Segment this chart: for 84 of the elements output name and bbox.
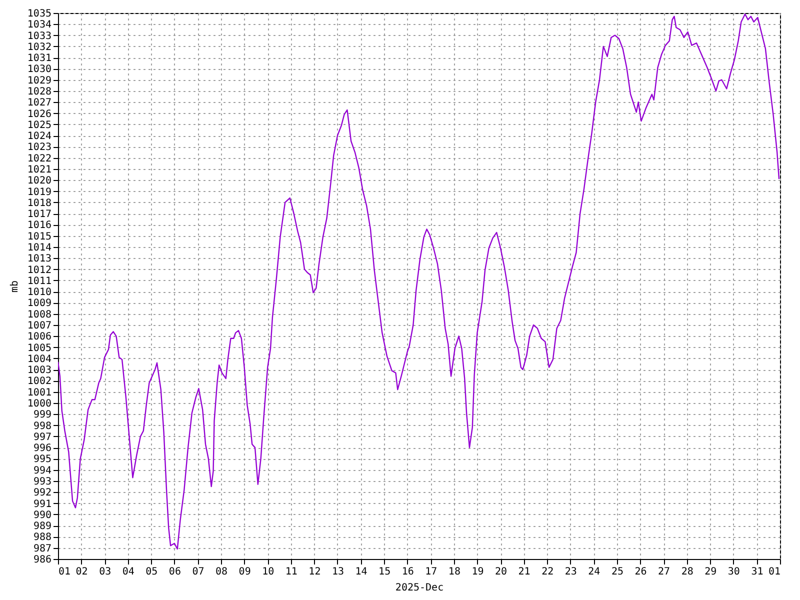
y-tick-label: 993 bbox=[33, 476, 52, 488]
y-tick-label: 1023 bbox=[27, 142, 52, 154]
y-tick-label: 1008 bbox=[27, 309, 52, 320]
y-tick-label: 986 bbox=[33, 554, 52, 566]
x-tick-label: 25 bbox=[611, 566, 624, 578]
y-tick-label: 1015 bbox=[27, 231, 52, 242]
y-tick-label: 994 bbox=[33, 465, 52, 476]
x-tick-label: 05 bbox=[146, 566, 158, 578]
x-tick-label: 10 bbox=[262, 566, 274, 578]
y-tick-label: 1017 bbox=[27, 209, 52, 220]
y-tick-label: 1003 bbox=[27, 365, 52, 376]
y-tick-label: 1031 bbox=[27, 53, 52, 64]
y-tick-label: 1000 bbox=[27, 398, 52, 410]
y-tick-label: 1014 bbox=[27, 242, 52, 254]
y-tick-label: 1024 bbox=[27, 131, 52, 142]
y-tick-label: 1027 bbox=[27, 98, 52, 109]
x-tick-label: 31 bbox=[751, 566, 764, 578]
x-tick-label: 11 bbox=[285, 566, 298, 578]
x-tick-label: 26 bbox=[634, 566, 647, 578]
y-tick-label: 995 bbox=[33, 454, 52, 466]
x-tick-label: 24 bbox=[588, 566, 600, 578]
x-tick-label: 18 bbox=[448, 566, 460, 578]
x-tick-label: 08 bbox=[216, 566, 228, 578]
x-tick-label: 01 bbox=[768, 566, 780, 578]
y-tick-label: 988 bbox=[33, 532, 52, 544]
x-tick-label: 16 bbox=[402, 566, 414, 578]
y-tick-label: 997 bbox=[33, 432, 52, 443]
y-tick-label: 1028 bbox=[27, 86, 52, 98]
x-tick-label: 29 bbox=[704, 566, 717, 578]
x-tick-label: 02 bbox=[76, 566, 88, 578]
y-tick-label: 1013 bbox=[27, 254, 52, 265]
y-tick-label: 991 bbox=[33, 498, 52, 510]
y-axis-title: mb bbox=[9, 280, 20, 293]
x-tick-label: 14 bbox=[355, 566, 368, 578]
y-tick-label: 1032 bbox=[27, 42, 52, 53]
y-tick-label: 1010 bbox=[27, 287, 52, 298]
y-tick-label: 1034 bbox=[27, 20, 52, 31]
y-tick-label: 1005 bbox=[27, 342, 52, 354]
x-tick-label: 27 bbox=[658, 566, 670, 578]
x-tick-label: 28 bbox=[681, 566, 694, 578]
y-tick-label: 1018 bbox=[27, 198, 52, 209]
x-tick-label: 17 bbox=[425, 566, 438, 578]
x-tick-label: 03 bbox=[99, 566, 112, 578]
y-tick-label: 1020 bbox=[27, 176, 52, 187]
x-tick-label: 21 bbox=[518, 566, 530, 578]
y-tick-label: 996 bbox=[33, 443, 52, 454]
y-tick-label: 1002 bbox=[27, 376, 52, 388]
x-tick-label: 15 bbox=[378, 566, 391, 578]
y-tick-label: 1001 bbox=[27, 387, 52, 398]
x-tick-label: 07 bbox=[192, 566, 204, 578]
y-tick-label: 1016 bbox=[27, 220, 52, 232]
x-tick-label: 09 bbox=[238, 566, 251, 578]
y-tick-label: 1030 bbox=[27, 64, 52, 76]
y-tick-label: 987 bbox=[33, 543, 52, 554]
y-tick-label: 992 bbox=[33, 488, 52, 499]
y-tick-label: 1026 bbox=[27, 108, 52, 120]
x-tick-label: 12 bbox=[308, 566, 321, 578]
x-tick-label: 20 bbox=[494, 566, 508, 578]
y-tick-label: 1022 bbox=[27, 153, 52, 164]
x-tick-label: 01 bbox=[58, 566, 71, 578]
x-tick-label: 19 bbox=[472, 566, 484, 578]
y-tick-label: 1004 bbox=[27, 354, 52, 365]
y-tick-label: 1035 bbox=[27, 8, 52, 20]
y-tick-label: 1006 bbox=[27, 332, 52, 343]
y-tick-label: 1033 bbox=[27, 30, 52, 42]
y-tick-label: 998 bbox=[33, 420, 52, 432]
y-tick-label: 989 bbox=[33, 521, 52, 532]
x-tick-label: 13 bbox=[332, 566, 344, 578]
x-tick-label: 22 bbox=[542, 566, 554, 578]
x-tick-label: 06 bbox=[168, 566, 181, 578]
x-axis-title: 2025-Dec bbox=[395, 582, 444, 594]
y-tick-label: 1011 bbox=[27, 276, 52, 287]
y-tick-label: 1019 bbox=[27, 186, 52, 198]
x-tick-label: 23 bbox=[564, 566, 577, 578]
y-tick-label: 1009 bbox=[27, 298, 52, 310]
y-tick-label: 999 bbox=[33, 410, 52, 421]
y-tick-label: 990 bbox=[33, 510, 52, 521]
y-tick-label: 1007 bbox=[27, 320, 52, 332]
x-tick-label: 04 bbox=[122, 566, 134, 578]
y-tick-label: 1021 bbox=[27, 164, 52, 176]
y-tick-label: 1012 bbox=[27, 264, 52, 276]
y-tick-label: 1025 bbox=[27, 120, 52, 131]
y-tick-label: 1029 bbox=[27, 75, 52, 86]
x-tick-label: 30 bbox=[728, 566, 740, 578]
